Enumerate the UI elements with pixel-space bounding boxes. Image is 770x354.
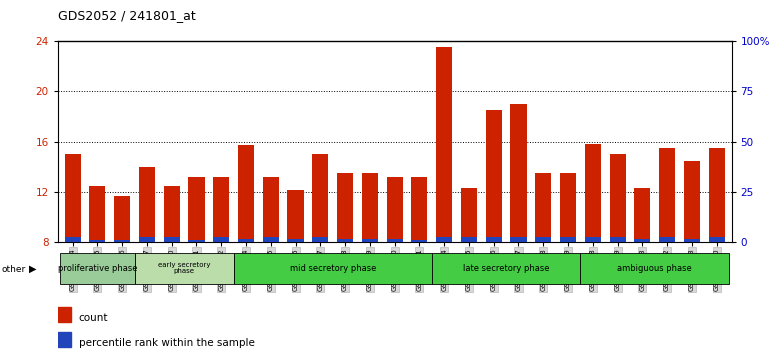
Bar — [684, 239, 700, 242]
Bar — [362, 239, 378, 242]
Bar — [411, 177, 427, 242]
Bar — [461, 237, 477, 242]
Bar — [139, 167, 155, 242]
Bar — [189, 240, 205, 242]
Bar — [238, 145, 254, 242]
Bar — [584, 237, 601, 242]
Bar — [263, 177, 279, 242]
Bar — [659, 237, 675, 242]
Text: GDS2052 / 241801_at: GDS2052 / 241801_at — [58, 9, 196, 22]
Bar — [65, 154, 81, 242]
FancyBboxPatch shape — [581, 253, 729, 284]
Bar — [659, 148, 675, 242]
Text: other: other — [2, 264, 25, 274]
Bar — [337, 173, 353, 242]
Bar — [535, 173, 551, 242]
Text: mid secretory phase: mid secretory phase — [290, 264, 376, 273]
Bar — [634, 188, 651, 242]
Bar — [164, 186, 179, 242]
Text: ambiguous phase: ambiguous phase — [618, 264, 692, 273]
Bar — [238, 239, 254, 242]
Bar — [114, 196, 130, 242]
Bar — [213, 177, 229, 242]
Bar — [189, 177, 205, 242]
Bar — [511, 104, 527, 242]
Text: ▶: ▶ — [29, 264, 37, 274]
Bar — [337, 239, 353, 242]
Bar — [708, 148, 725, 242]
Bar — [313, 154, 328, 242]
Bar — [486, 237, 502, 242]
Bar — [362, 173, 378, 242]
Text: late secretory phase: late secretory phase — [463, 264, 549, 273]
Bar — [708, 237, 725, 242]
Bar — [263, 237, 279, 242]
Bar — [287, 239, 303, 242]
Bar — [114, 240, 130, 242]
Bar — [436, 47, 452, 242]
Bar — [560, 173, 576, 242]
Bar — [535, 237, 551, 242]
Bar — [634, 239, 651, 242]
Text: count: count — [79, 313, 108, 323]
Bar — [58, 307, 71, 322]
Bar — [584, 144, 601, 242]
Bar — [313, 237, 328, 242]
Bar — [65, 237, 81, 242]
Bar — [684, 160, 700, 242]
Bar — [387, 239, 403, 242]
Bar — [89, 186, 105, 242]
Bar — [560, 237, 576, 242]
Text: proliferative phase: proliferative phase — [58, 264, 137, 273]
Bar — [287, 189, 303, 242]
Bar — [461, 188, 477, 242]
FancyBboxPatch shape — [135, 253, 233, 284]
Bar — [436, 237, 452, 242]
Bar — [411, 240, 427, 242]
Bar — [511, 237, 527, 242]
Bar — [486, 110, 502, 242]
Text: early secretory
phase: early secretory phase — [158, 262, 210, 274]
Bar — [164, 237, 179, 242]
Bar — [139, 237, 155, 242]
Bar — [387, 177, 403, 242]
FancyBboxPatch shape — [432, 253, 581, 284]
Text: percentile rank within the sample: percentile rank within the sample — [79, 338, 254, 348]
Bar — [89, 240, 105, 242]
FancyBboxPatch shape — [60, 253, 135, 284]
Bar — [213, 237, 229, 242]
Bar — [58, 332, 71, 347]
Bar — [610, 237, 625, 242]
Bar — [610, 154, 625, 242]
FancyBboxPatch shape — [233, 253, 432, 284]
